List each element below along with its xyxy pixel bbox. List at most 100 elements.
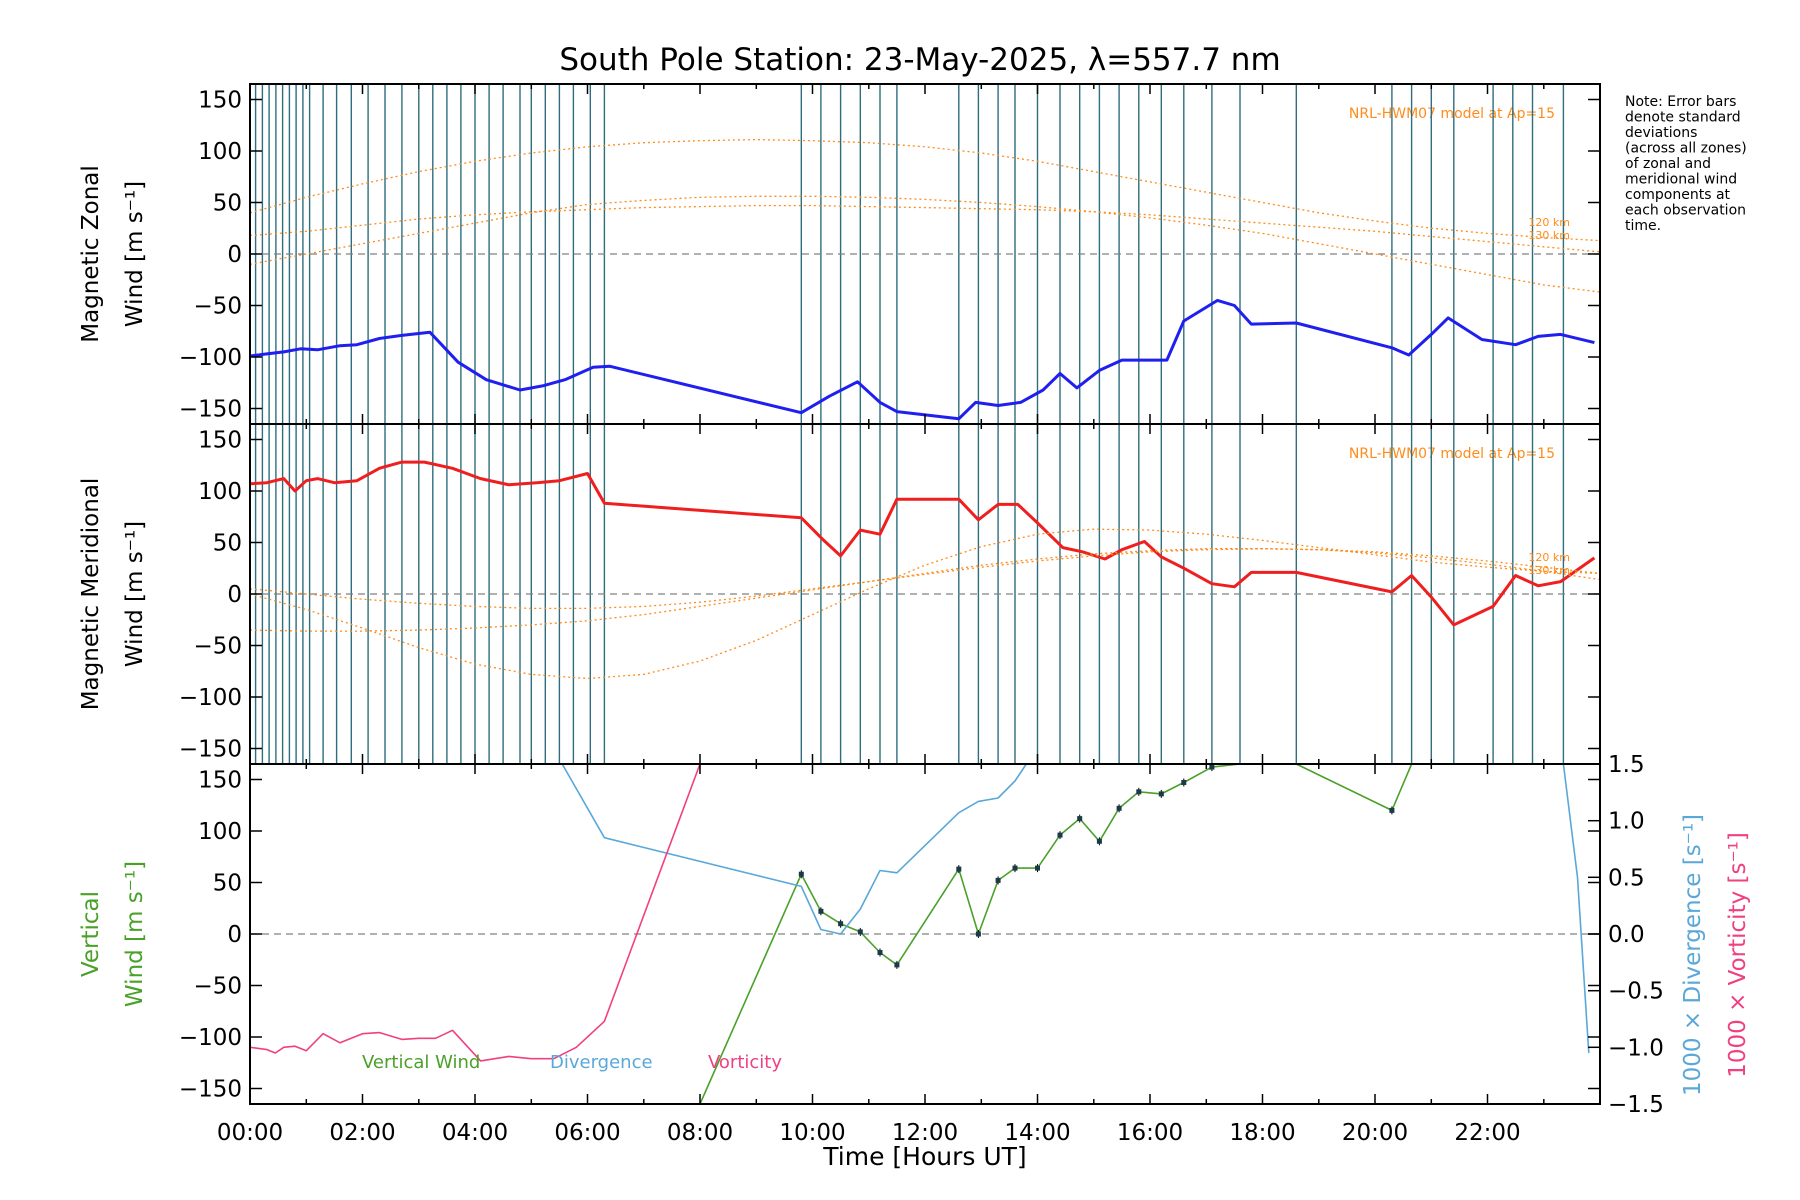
- vertical-wind-point-9: [995, 877, 1001, 883]
- y2-tick-label-6: −1.5: [1608, 1092, 1664, 1118]
- series-meridional-model-120-km: [250, 548, 1600, 610]
- note-line-4: of zonal and: [1625, 156, 1711, 172]
- y-axis-title-vertical-1: Wind [m s⁻¹]: [122, 861, 148, 1007]
- x-tick-label-0: 00:00: [217, 1120, 283, 1146]
- x-tick-label-5: 10:00: [779, 1120, 845, 1146]
- panel-vertical-series: [250, 764, 1600, 1104]
- vertical-wind-point-6: [894, 962, 900, 968]
- y2-tick-label-3: 0.0: [1608, 922, 1645, 948]
- y-tick-label-vertical-2: 50: [213, 871, 242, 897]
- y2-tick-label-1: 1.0: [1608, 809, 1645, 835]
- model-altitude-meridional-0: 120 km: [1528, 551, 1570, 564]
- y2-tick-label-5: −1.0: [1608, 1035, 1664, 1061]
- x-tick-label-10: 20:00: [1342, 1120, 1408, 1146]
- x-tick-label-3: 06:00: [554, 1120, 620, 1146]
- y-tick-label-meridional-6: −150: [179, 737, 242, 763]
- vertical-wind-point-12: [1057, 832, 1063, 838]
- vertical-wind-point-22: [1389, 807, 1395, 813]
- vertical-wind-point-4: [857, 929, 863, 935]
- legend-vertical-wind: Vertical Wind: [362, 1052, 480, 1073]
- model-label-zonal: NRL-HWM07 model at Ap=15: [1349, 106, 1555, 122]
- legend-vorticity: Vorticity: [708, 1052, 782, 1073]
- y-tick-label-zonal-5: −100: [179, 345, 242, 371]
- y-tick-label-zonal-2: 50: [213, 191, 242, 217]
- panel-zonal-series: [250, 138, 1600, 421]
- x-tick-label-9: 18:00: [1229, 1120, 1295, 1146]
- series-meridional-model-lower: [250, 548, 1600, 632]
- axes-layer: 150 100 50 0 −50 −100 −150 Magnetic Zonal Wind […: [78, 83, 1664, 1146]
- y-tick-label-meridional-2: 50: [213, 531, 242, 557]
- y-tick-label-zonal-3: 0: [227, 242, 242, 268]
- series-meridional-magnetic-meridional-wind: [250, 460, 1596, 627]
- y-tick-label-meridional-3: 0: [227, 582, 242, 608]
- series-zonal-model-130-km: [250, 195, 1600, 293]
- note-line-2: deviations: [1625, 125, 1697, 141]
- y-tick-label-zonal-1: 100: [198, 139, 242, 165]
- vertical-wind-point-8: [975, 931, 981, 937]
- series-vertical-vertical-wind: [699, 764, 1413, 1104]
- vertical-wind-point-15: [1116, 805, 1122, 811]
- vertical-wind-point-2: [818, 908, 824, 914]
- y-tick-label-meridional-5: −100: [179, 685, 242, 711]
- x-tick-label-6: 12:00: [892, 1120, 958, 1146]
- model-altitude-meridional-1: 130 km: [1528, 564, 1570, 577]
- series-meridional-model-130-km: [250, 528, 1600, 680]
- panel-meridional-series: [250, 460, 1600, 680]
- series-zonal-magnetic-zonal-wind: [250, 298, 1595, 421]
- vertical-wind-point-3: [838, 921, 844, 927]
- y-axis-right-divergence-title: 1000 × Divergence [s⁻¹]: [1680, 814, 1706, 1096]
- series-zonal-model-120-km: [250, 204, 1600, 253]
- vertical-wind-point-17: [1158, 791, 1164, 797]
- y-axis-title-zonal-0: Magnetic Zonal: [78, 165, 104, 343]
- y-tick-label-meridional-0: 150: [198, 428, 242, 454]
- vertical-wind-point-16: [1136, 789, 1142, 795]
- series-zonal-model-upper: [250, 138, 1600, 242]
- y-axis-title-meridional-0: Magnetic Meridional: [78, 478, 104, 711]
- y-tick-label-meridional-4: −50: [193, 634, 242, 660]
- x-tick-label-2: 04:00: [442, 1120, 508, 1146]
- note-line-7: each observation: [1625, 203, 1746, 219]
- legend-divergence: Divergence: [550, 1052, 653, 1073]
- vertical-wind-point-18: [1181, 780, 1187, 785]
- y-tick-label-meridional-1: 100: [198, 479, 242, 505]
- x-tick-label-4: 08:00: [667, 1120, 733, 1146]
- y-tick-label-vertical-6: −150: [179, 1077, 242, 1103]
- y-tick-label-vertical-0: 150: [198, 768, 242, 794]
- x-tick-label-8: 16:00: [1117, 1120, 1183, 1146]
- vertical-wind-point-11: [1035, 865, 1040, 871]
- chart-title: South Pole Station: 23-May-2025, λ=557.7…: [559, 42, 1280, 78]
- vertical-wind-point-5: [877, 950, 883, 955]
- y-tick-label-vertical-4: −50: [193, 974, 242, 1000]
- y2-tick-label-2: 0.5: [1608, 865, 1645, 891]
- vertical-wind-point-10: [1012, 865, 1018, 871]
- vertical-wind-point-7: [956, 866, 962, 872]
- series-vertical-vorticity: [250, 764, 702, 1062]
- note-line-1: denote standard: [1625, 110, 1741, 126]
- y-tick-label-zonal-6: −150: [179, 397, 242, 423]
- y-axis-right-vorticity-title: 1000 × Vorticity [s⁻¹]: [1725, 832, 1751, 1078]
- note-line-3: (across all zones): [1625, 141, 1747, 157]
- y-axis-title-vertical-0: Vertical: [78, 891, 104, 977]
- y-tick-label-vertical-3: 0: [227, 922, 242, 948]
- x-tick-label-11: 22:00: [1454, 1120, 1520, 1146]
- y-tick-label-zonal-4: −50: [193, 294, 242, 320]
- y-tick-label-vertical-1: 100: [198, 819, 242, 845]
- x-tick-label-1: 02:00: [329, 1120, 395, 1146]
- y-axis-title-zonal-1: Wind [m s⁻¹]: [122, 181, 148, 327]
- y-tick-label-zonal-0: 150: [198, 88, 242, 114]
- y2-tick-label-4: −0.5: [1608, 979, 1664, 1005]
- vertical-wind-point-1: [798, 871, 804, 877]
- series-vertical-divergence: [561, 764, 1590, 1054]
- plot-layer: [250, 84, 1600, 1104]
- y2-tick-label-0: 1.5: [1608, 752, 1645, 778]
- model-altitude-zonal-0: 120 km: [1528, 216, 1570, 229]
- vertical-wind-point-13: [1077, 816, 1083, 822]
- model-altitude-zonal-1: 130 km: [1528, 229, 1570, 242]
- note-line-5: meridional wind: [1625, 172, 1737, 188]
- note-line-6: components at: [1625, 187, 1731, 203]
- note-line-0: Note: Error bars: [1625, 94, 1736, 110]
- y-axis-title-meridional-1: Wind [m s⁻¹]: [122, 521, 148, 667]
- x-axis-title: Time [Hours UT]: [822, 1142, 1026, 1171]
